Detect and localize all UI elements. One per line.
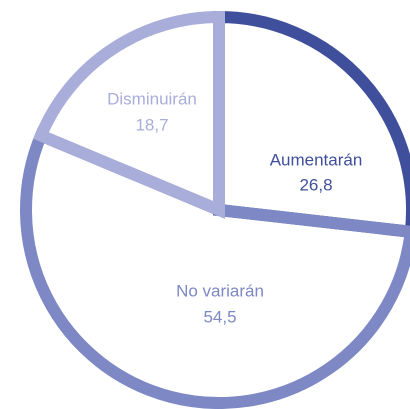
slice-label: Aumentarán	[270, 150, 363, 169]
pie-slice	[33, 10, 225, 220]
pie-slice	[20, 127, 410, 409]
pie-slice	[213, 10, 410, 238]
slice-label: Disminuirán	[107, 89, 197, 108]
slice-value: 18,7	[135, 115, 168, 134]
slice-value: 26,8	[299, 175, 332, 194]
slice-value: 54,5	[203, 307, 236, 326]
slice-label: No variarán	[176, 281, 264, 300]
